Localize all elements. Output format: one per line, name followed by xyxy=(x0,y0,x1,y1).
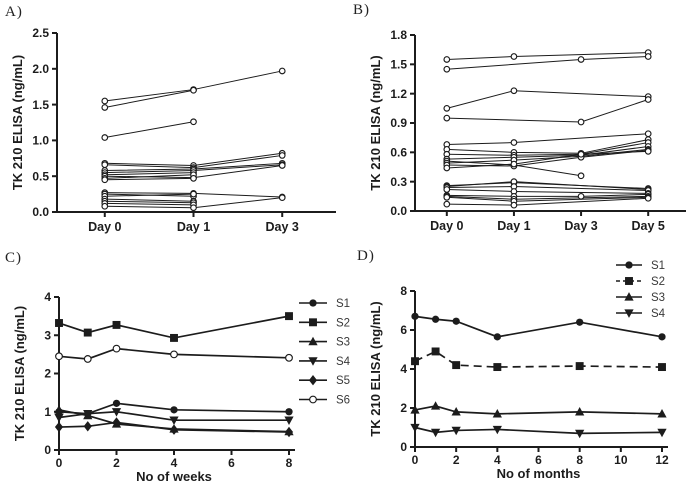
svg-text:TK 210 ELISA (ng/mL): TK 210 ELISA (ng/mL) xyxy=(12,306,27,441)
svg-text:2: 2 xyxy=(113,456,120,470)
svg-text:S5: S5 xyxy=(336,375,350,387)
svg-text:S4: S4 xyxy=(336,356,351,368)
svg-text:2.5: 2.5 xyxy=(32,26,49,40)
svg-text:Day 0: Day 0 xyxy=(88,220,121,234)
svg-text:S3: S3 xyxy=(651,292,665,304)
svg-text:12: 12 xyxy=(655,453,669,467)
svg-text:TK 210 ELISA (ng/mL): TK 210 ELISA (ng/mL) xyxy=(10,55,25,190)
svg-text:S2: S2 xyxy=(651,276,665,288)
svg-text:8: 8 xyxy=(576,453,583,467)
svg-text:2: 2 xyxy=(44,367,51,381)
svg-text:No of months: No of months xyxy=(497,466,581,481)
svg-text:Day 3: Day 3 xyxy=(266,220,299,234)
svg-text:4: 4 xyxy=(400,362,407,376)
svg-text:4: 4 xyxy=(494,453,501,467)
svg-text:0: 0 xyxy=(44,443,51,457)
svg-text:8: 8 xyxy=(286,456,293,470)
svg-text:1.5: 1.5 xyxy=(32,98,49,112)
svg-text:No of weeks: No of weeks xyxy=(136,469,212,483)
svg-text:S1: S1 xyxy=(336,298,350,310)
svg-text:S3: S3 xyxy=(336,337,350,349)
svg-text:TK 210 ELISA (ng/mL): TK 210 ELISA (ng/mL) xyxy=(368,301,383,436)
svg-text:10: 10 xyxy=(614,453,628,467)
svg-text:1.5: 1.5 xyxy=(390,58,407,72)
svg-text:0.0: 0.0 xyxy=(32,205,49,219)
svg-text:S4: S4 xyxy=(651,308,666,320)
panel-b-label: B) xyxy=(353,2,370,18)
svg-text:1.0: 1.0 xyxy=(32,134,49,148)
svg-text:Day 0: Day 0 xyxy=(430,219,463,233)
svg-text:2: 2 xyxy=(400,401,407,415)
svg-text:0.5: 0.5 xyxy=(32,169,49,183)
panel-b-chart: 0.0 0.3 0.6 0.9 1.2 1.5 1.8 Day 0 Day 1 Day 3 Day … xyxy=(368,28,686,233)
svg-text:0: 0 xyxy=(400,440,407,454)
svg-text:1.2: 1.2 xyxy=(390,87,407,101)
svg-text:1: 1 xyxy=(44,405,51,419)
svg-text:S2: S2 xyxy=(336,317,350,329)
svg-text:0: 0 xyxy=(412,453,419,467)
svg-text:8: 8 xyxy=(400,284,407,298)
svg-text:1.8: 1.8 xyxy=(390,28,407,42)
panel-a-label: A) xyxy=(5,4,23,20)
svg-text:6: 6 xyxy=(535,453,542,467)
svg-text:4: 4 xyxy=(171,456,178,470)
svg-text:2.0: 2.0 xyxy=(32,62,49,76)
panel-a-chart: 0.0 0.5 1.0 1.5 2.0 2.5 Day 0 Day 1 Day 3 TK 210 … xyxy=(10,26,336,234)
svg-text:0: 0 xyxy=(56,456,63,470)
svg-text:Day 1: Day 1 xyxy=(497,219,530,233)
svg-text:0.6: 0.6 xyxy=(390,146,407,160)
svg-text:Day 1: Day 1 xyxy=(177,220,210,234)
svg-text:TK 210 ELISA (ng/mL): TK 210 ELISA (ng/mL) xyxy=(368,55,383,190)
svg-text:3: 3 xyxy=(44,328,51,342)
svg-text:S1: S1 xyxy=(651,260,665,272)
svg-text:2: 2 xyxy=(453,453,460,467)
panel-d-label: D) xyxy=(357,248,375,264)
svg-text:6: 6 xyxy=(400,323,407,337)
panel-c-chart: 0 1 2 3 4 0 2 4 6 8 TK 210 ELISA (ng/mL) No of week… xyxy=(12,290,351,483)
svg-text:6: 6 xyxy=(228,456,235,470)
panel-d-chart: 0 2 4 6 8 0 2 4 6 8 10 12 TK 210 ELISA (ng/mL) No of … xyxy=(368,260,669,481)
svg-text:0.9: 0.9 xyxy=(390,116,407,130)
svg-text:Day 5: Day 5 xyxy=(632,219,665,233)
svg-text:4: 4 xyxy=(44,290,51,304)
svg-text:Day 3: Day 3 xyxy=(564,219,597,233)
panel-c-label: C) xyxy=(5,250,22,266)
svg-text:0.0: 0.0 xyxy=(390,204,407,218)
svg-text:S6: S6 xyxy=(336,395,350,407)
svg-text:0.3: 0.3 xyxy=(390,175,407,189)
